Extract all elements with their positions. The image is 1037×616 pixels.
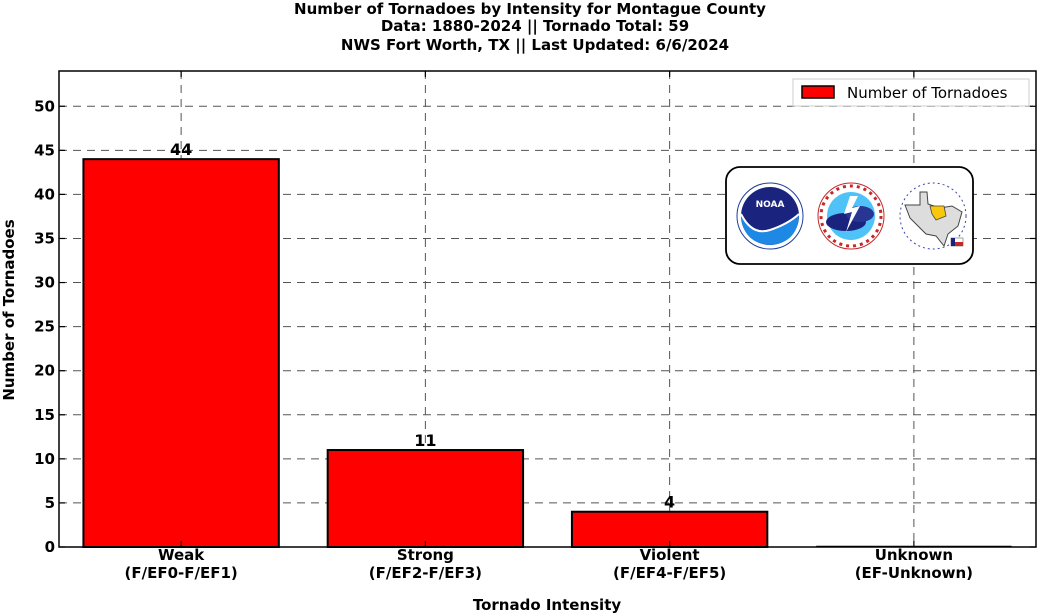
noaa-logo: NOAA bbox=[736, 182, 804, 250]
bar-value-label: 44 bbox=[170, 140, 192, 159]
x-tick-label-line-2: (F/EF2-F/EF3) bbox=[369, 564, 482, 582]
chart-title-line-1: Number of Tornadoes by Intensity for Mon… bbox=[294, 0, 766, 18]
logos-panel: NOAA bbox=[725, 166, 974, 265]
x-tick-label-line-1: Violent bbox=[640, 546, 700, 564]
x-tick-label-line-2: (F/EF0-F/EF1) bbox=[125, 564, 238, 582]
svg-text:NOAA: NOAA bbox=[756, 200, 785, 210]
y-tick-label: 35 bbox=[34, 229, 55, 247]
y-tick-label: 20 bbox=[34, 362, 55, 380]
y-tick-label: 50 bbox=[34, 97, 55, 115]
legend-label: Number of Tornadoes bbox=[847, 84, 1008, 102]
x-tick-label-line-2: (F/EF4-F/EF5) bbox=[613, 564, 726, 582]
national-weather-service-logo bbox=[817, 182, 885, 250]
legend: Number of Tornadoes bbox=[792, 78, 1030, 107]
bar-value-label: 11 bbox=[414, 431, 436, 450]
y-tick-label: 25 bbox=[34, 318, 55, 336]
legend-swatch bbox=[801, 85, 835, 99]
y-tick-label: 30 bbox=[34, 274, 55, 292]
x-tick-label-line-1: Weak bbox=[158, 546, 205, 564]
y-tick-label: 15 bbox=[34, 406, 55, 424]
bar-weak bbox=[82, 158, 280, 548]
data-labels: 44 11 4 bbox=[170, 140, 675, 512]
x-tick-label-line-2: (EF-Unknown) bbox=[855, 564, 973, 582]
y-tick-label: 10 bbox=[34, 450, 55, 468]
x-axis-label: Tornado Intensity bbox=[473, 596, 622, 614]
chart-title-line-3: NWS Fort Worth, TX || Last Updated: 6/6/… bbox=[341, 36, 729, 55]
y-tick-label: 45 bbox=[34, 141, 55, 159]
nws-fort-worth-logo bbox=[899, 182, 967, 250]
y-tick-label: 0 bbox=[45, 538, 55, 556]
x-axis-ticks: Weak(F/EF0-F/EF1) Strong(F/EF2-F/EF3) Viol… bbox=[125, 71, 973, 582]
y-axis-label: Number of Tornadoes bbox=[0, 219, 18, 400]
bar-value-label: 4 bbox=[664, 493, 675, 512]
y-axis-ticks: 0 5 10 15 20 25 30 35 40 45 50 bbox=[34, 97, 1036, 556]
plot-frame bbox=[58, 70, 1037, 548]
x-tick-label-line-1: Strong bbox=[397, 546, 454, 564]
bar-strong bbox=[326, 449, 525, 549]
y-tick-label: 40 bbox=[34, 185, 55, 203]
x-tick-label-line-1: Unknown bbox=[875, 546, 953, 564]
y-tick-label: 5 bbox=[45, 494, 55, 512]
chart-title-line-2: Data: 1880-2024 || Tornado Total: 59 bbox=[381, 17, 689, 36]
